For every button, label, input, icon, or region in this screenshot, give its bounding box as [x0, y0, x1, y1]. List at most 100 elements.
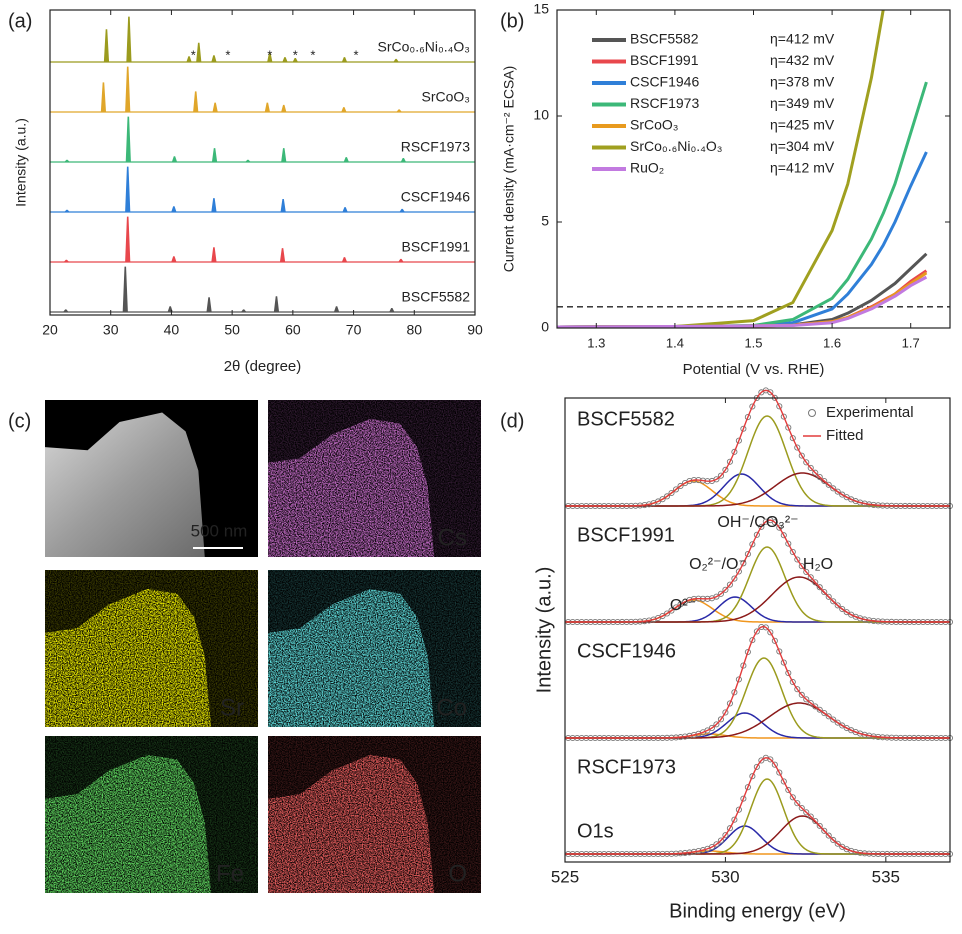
fit-component — [565, 657, 950, 739]
panel-label: (a) — [8, 10, 32, 32]
component-label: OH⁻/CO₃²⁻ — [717, 514, 798, 531]
experimental-point — [807, 700, 814, 707]
series-label: SrCoO₃ — [422, 89, 471, 105]
panel-label: (d) — [500, 410, 524, 432]
overpotential-label: η=432 mV — [770, 52, 835, 68]
experimental-point — [740, 795, 747, 802]
experimental-point — [825, 593, 832, 600]
experimental-point — [834, 602, 841, 609]
peak-marker: * — [191, 47, 196, 62]
experimental-point — [803, 459, 810, 466]
experimental-point — [744, 551, 751, 558]
experimental-point — [668, 607, 675, 614]
peak-marker: * — [353, 47, 358, 62]
diffraction-peak — [400, 158, 407, 163]
panel-label: (b) — [500, 10, 524, 32]
experimental-point — [735, 437, 742, 444]
experimental-point — [713, 593, 720, 600]
experimental-point — [843, 609, 850, 616]
diffraction-peak — [125, 166, 131, 213]
y-tick-label: 0 — [541, 319, 549, 335]
component-label: H₂O — [803, 556, 833, 573]
experimental-point — [798, 691, 805, 698]
fit-component — [565, 546, 950, 623]
element-label: Fe — [216, 860, 244, 887]
experimental-point — [812, 703, 819, 710]
experimental-point — [731, 575, 738, 582]
experimental-point — [672, 486, 680, 493]
scale-bar-label: 500 nm — [191, 521, 248, 540]
x-tick-label: 1.6 — [823, 335, 841, 350]
experimental-point — [816, 822, 823, 829]
experimental-point — [776, 524, 783, 531]
spectrum-label: CSCF1946 — [577, 640, 676, 662]
experimental-point — [767, 629, 774, 636]
fitted-curve — [565, 389, 950, 507]
diffraction-peak — [186, 56, 192, 63]
experimental-point — [825, 713, 832, 720]
experimental-point — [803, 696, 810, 703]
peak-marker: * — [225, 47, 230, 62]
overpotential-label: η=378 mV — [770, 74, 835, 90]
experimental-point — [812, 579, 819, 586]
experimental-point — [713, 476, 720, 483]
diffraction-peak — [282, 57, 288, 63]
experimental-point — [839, 722, 846, 729]
experimental-point — [830, 836, 837, 844]
current-curve — [556, 269, 928, 329]
experimental-point — [722, 832, 729, 839]
component-label: O²⁻ — [670, 597, 696, 614]
particle-image — [45, 412, 205, 557]
experimental-point — [717, 716, 724, 723]
experimental-point — [812, 818, 819, 825]
experimental-point — [713, 721, 720, 728]
fit-component — [565, 702, 950, 739]
legend-label: SrCoO₃ — [630, 117, 679, 133]
series-label: BSCF1991 — [402, 239, 471, 255]
experimental-point — [717, 837, 724, 844]
fit-component — [565, 778, 950, 855]
experimental-point — [821, 477, 828, 485]
legend-label: RSCF1973 — [630, 95, 699, 111]
overpotential-label: η=412 mV — [770, 160, 835, 176]
experimental-point — [717, 472, 724, 479]
diffraction-peak — [399, 208, 406, 213]
experimental-point — [821, 589, 828, 596]
x-tick-label: 1.3 — [587, 335, 605, 350]
experimental-point — [830, 485, 837, 492]
series-label: CSCF1946 — [401, 189, 470, 205]
experimental-point — [776, 769, 783, 776]
diffraction-peak — [341, 107, 347, 113]
diffraction-peak — [240, 309, 247, 313]
y-tick-label: 5 — [541, 213, 549, 229]
diffraction-peak — [122, 266, 128, 313]
experimental-point — [798, 804, 805, 812]
diffraction-peak — [103, 29, 110, 63]
experimental-point — [830, 716, 837, 723]
spectrum-label: BSCF5582 — [577, 408, 675, 430]
experimental-point — [735, 568, 742, 575]
experimental-point — [780, 778, 787, 785]
x-axis-label: 2θ (degree) — [224, 358, 302, 375]
legend-label: BSCF1991 — [630, 52, 699, 68]
legend-label: Experimental — [826, 404, 914, 421]
experimental-point — [771, 637, 778, 644]
peak-marker: * — [293, 47, 298, 62]
peak-marker: * — [267, 47, 272, 62]
experimental-point — [816, 706, 823, 713]
legend-label: BSCF5582 — [630, 31, 699, 47]
x-tick-label: 90 — [467, 322, 483, 338]
diffraction-peak — [388, 308, 395, 313]
element-label: Sr — [220, 694, 244, 721]
experimental-point — [812, 469, 819, 476]
x-tick-label: 530 — [711, 867, 739, 886]
x-tick-label: 60 — [285, 322, 301, 338]
experimental-point — [659, 496, 666, 503]
diffraction-peak — [211, 55, 217, 63]
experimental-point — [794, 444, 801, 451]
experimental-point — [753, 763, 760, 770]
diffraction-peak — [342, 207, 348, 213]
fit-component — [565, 472, 950, 507]
diffraction-peak — [171, 206, 177, 213]
